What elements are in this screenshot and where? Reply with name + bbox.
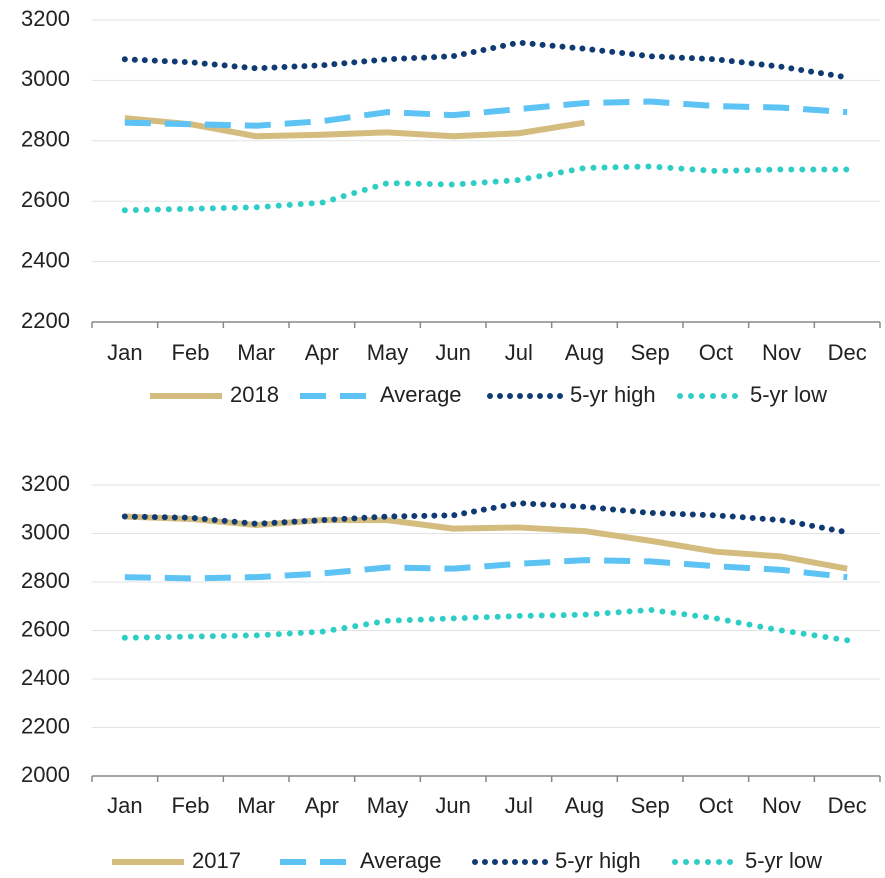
x-tick-label: Aug <box>565 340 604 365</box>
legend-label: Average <box>360 848 442 873</box>
series-line <box>121 500 851 536</box>
legend-label: Average <box>380 382 462 407</box>
x-tick-label: Feb <box>172 793 210 818</box>
y-tick-label: 2800 <box>21 568 70 593</box>
series-line <box>121 606 851 644</box>
legend-label: 5-yr high <box>570 382 656 407</box>
x-tick-label: Aug <box>565 793 604 818</box>
legend-label: 2018 <box>230 382 279 407</box>
x-tick-label: Sep <box>631 793 670 818</box>
y-tick-label: 2200 <box>21 308 70 333</box>
y-tick-label: 2000 <box>21 762 70 787</box>
x-tick-label: Oct <box>699 793 733 818</box>
x-tick-label: Oct <box>699 340 733 365</box>
y-tick-label: 2400 <box>21 665 70 690</box>
y-tick-label: 3200 <box>21 471 70 496</box>
x-tick-label: Mar <box>237 793 275 818</box>
legend-label: 2017 <box>192 848 241 873</box>
x-tick-label: May <box>367 340 409 365</box>
y-tick-label: 2600 <box>21 616 70 641</box>
x-tick-label: Apr <box>305 340 339 365</box>
x-tick-label: Mar <box>237 340 275 365</box>
x-tick-label: Jan <box>107 340 142 365</box>
series-line <box>124 557 848 582</box>
y-tick-label: 3200 <box>21 6 70 31</box>
x-tick-label: Jul <box>505 340 533 365</box>
x-tick-label: Jun <box>435 340 470 365</box>
x-tick-label: Nov <box>762 340 801 365</box>
x-tick-label: Feb <box>172 340 210 365</box>
series-line <box>124 98 848 129</box>
legend-label: 5-yr high <box>555 848 641 873</box>
y-tick-label: 2400 <box>21 247 70 272</box>
series-line <box>121 163 851 214</box>
x-tick-label: Jan <box>107 793 142 818</box>
legend-label: 5-yr low <box>745 848 822 873</box>
x-tick-label: Jun <box>435 793 470 818</box>
y-tick-label: 2200 <box>21 713 70 738</box>
x-tick-label: Jul <box>505 793 533 818</box>
y-tick-label: 3000 <box>21 66 70 91</box>
x-tick-label: Sep <box>631 340 670 365</box>
x-tick-label: May <box>367 793 409 818</box>
y-tick-label: 2800 <box>21 127 70 152</box>
series-line <box>124 115 585 140</box>
legend-label: 5-yr low <box>750 382 827 407</box>
y-tick-label: 3000 <box>21 519 70 544</box>
x-tick-label: Dec <box>828 793 867 818</box>
y-tick-label: 2600 <box>21 187 70 212</box>
x-tick-label: Nov <box>762 793 801 818</box>
series-line <box>121 39 851 81</box>
x-tick-label: Dec <box>828 340 867 365</box>
x-tick-label: Apr <box>305 793 339 818</box>
